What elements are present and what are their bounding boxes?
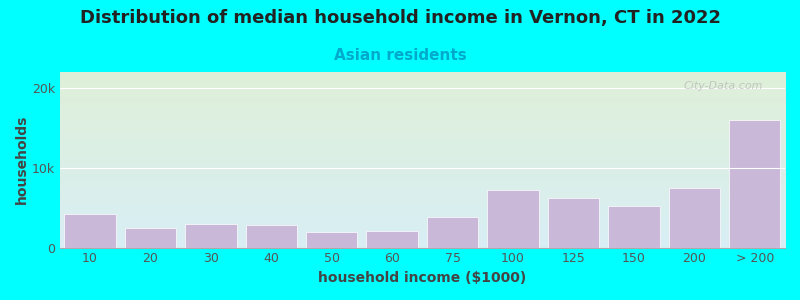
Bar (548, 198, 599, 247)
Text: Distribution of median household income in Vernon, CT in 2022: Distribution of median household income … (79, 9, 721, 27)
Bar (64, 214, 116, 248)
X-axis label: household income ($1000): household income ($1000) (318, 271, 526, 285)
Bar (366, 231, 418, 248)
Bar (608, 206, 659, 248)
Bar (185, 224, 237, 248)
Bar (427, 217, 478, 247)
Bar (669, 188, 720, 248)
Y-axis label: households: households (15, 115, 29, 205)
Text: City-Data.com: City-Data.com (684, 81, 763, 91)
Bar (487, 190, 538, 247)
Bar (306, 232, 358, 247)
Bar (125, 228, 176, 248)
Bar (729, 120, 781, 248)
Text: Asian residents: Asian residents (334, 48, 466, 63)
Bar (246, 225, 297, 248)
